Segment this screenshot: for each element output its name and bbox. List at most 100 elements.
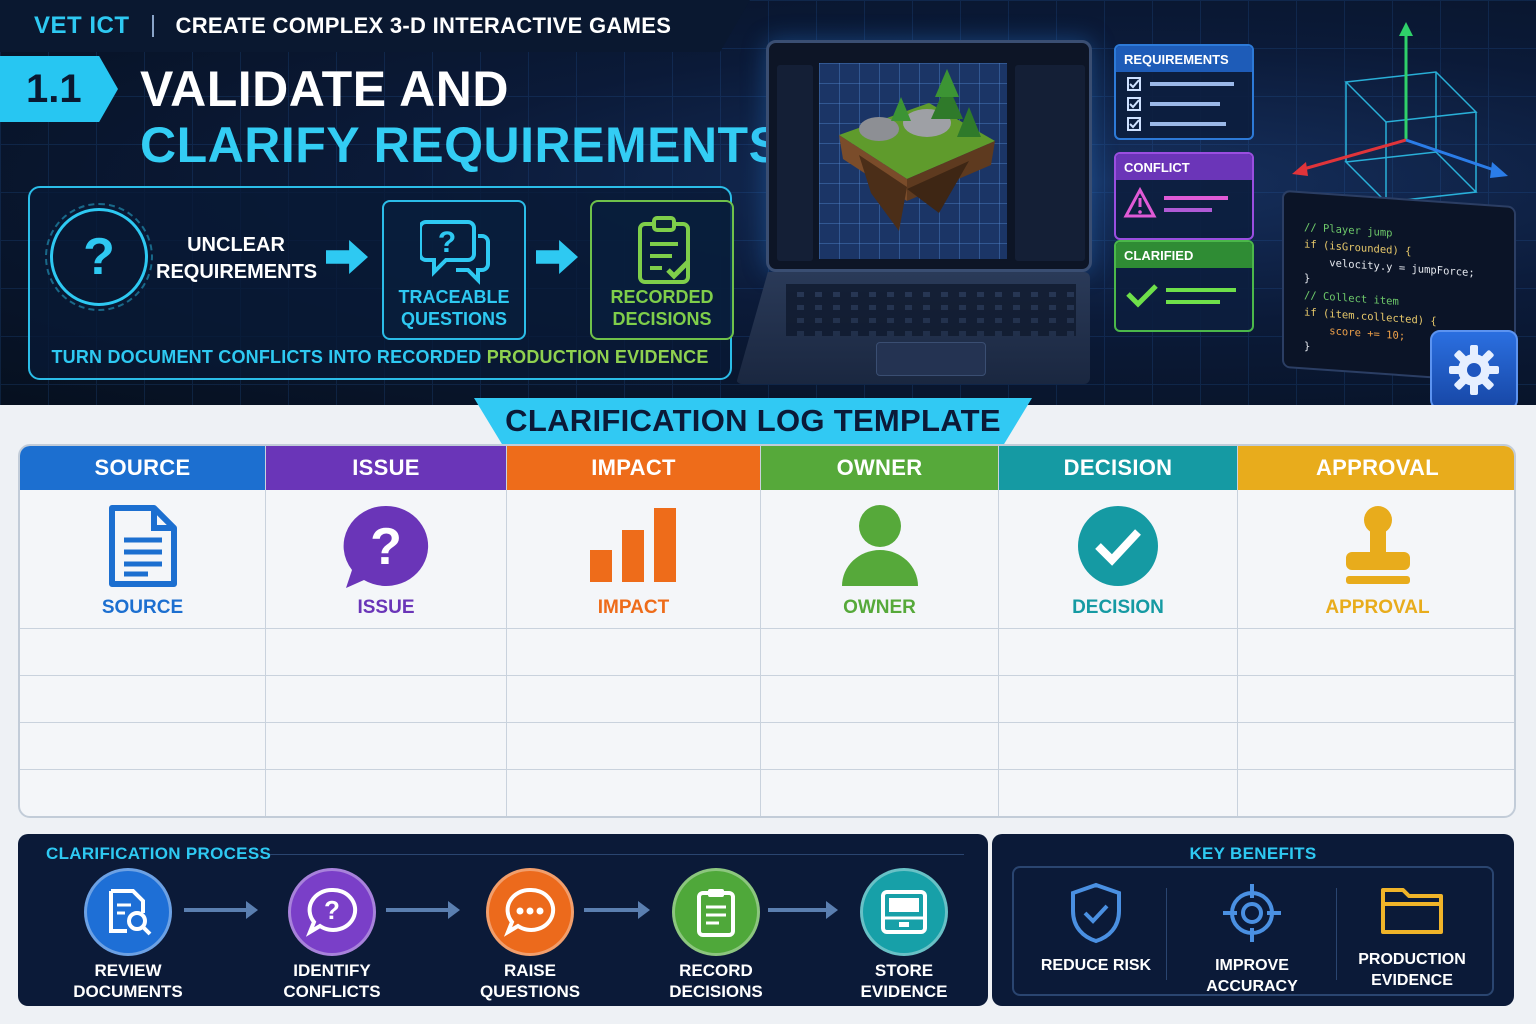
step-label-line1: STORE: [874, 961, 934, 980]
log-column-source: SOURCE SOURCE: [20, 446, 266, 816]
course-title: CREATE COMPLEX 3-D INTERACTIVE GAMES: [175, 13, 672, 38]
benefit-improve-accuracy: IMPROVE ACCURACY: [1172, 882, 1332, 997]
requirements-flow-panel: ? UNCLEAR REQUIREMENTS ? TRACEABLE QUEST…: [28, 186, 734, 380]
chat-bubble-icon: [486, 868, 574, 956]
hero-banner: VET ICT CREATE COMPLEX 3-D INTERACTIVE G…: [0, 0, 1536, 405]
step-label: REVIEW DOCUMENTS: [38, 960, 218, 1002]
process-arrow-icon: [386, 901, 460, 919]
unclear-label-line1: UNCLEAR: [187, 234, 285, 256]
benefit-label: PRODUCTION EVIDENCE: [1332, 949, 1492, 991]
recorded-line1: RECORDED: [610, 287, 714, 307]
column-header: SOURCE: [20, 446, 265, 490]
laptop-keyboard: [736, 272, 1090, 384]
gear-icon: [1430, 330, 1518, 405]
column-caption: OWNER: [843, 597, 916, 618]
check-circle-icon: [999, 504, 1237, 592]
clarified-card-title: CLARIFIED: [1116, 242, 1252, 268]
unclear-question-icon: ?: [45, 203, 153, 311]
column-caption: IMPACT: [597, 597, 670, 618]
column-caption: APPROVAL: [1325, 597, 1430, 618]
unit-number-badge: 1.1: [0, 56, 118, 122]
recorded-line2: DECISIONS: [612, 309, 712, 329]
column-caption: ISSUE: [357, 597, 415, 618]
editor-left-panel: [777, 65, 813, 261]
requirements-card-title: REQUIREMENTS: [1116, 46, 1252, 72]
step-label-line1: REVIEW: [94, 961, 162, 980]
log-column-issue: ISSUE ? ISSUE: [266, 446, 507, 816]
process-arrow-icon: [584, 901, 650, 919]
traceable-line2: QUESTIONS: [400, 309, 507, 329]
requirements-card: REQUIREMENTS: [1114, 44, 1254, 140]
benefit-production-evidence: PRODUCTION EVIDENCE: [1332, 882, 1492, 991]
shield-check-icon: [1071, 882, 1121, 944]
page-title-line2: CLARIFY REQUIREMENTS: [140, 117, 783, 173]
benefit-label-line1: REDUCE RISK: [1040, 957, 1152, 974]
recorded-decisions-box: RECORDED DECISIONS: [590, 200, 734, 340]
warning-triangle-icon: [1123, 186, 1228, 218]
process-step-raise: RAISE QUESTIONS: [440, 868, 620, 1002]
step-label: RAISE QUESTIONS: [440, 960, 620, 1002]
column-header: OWNER: [761, 446, 998, 490]
benefits-box: REDUCE RISK IMPROVE ACCURACY PRODUCTION E…: [1012, 866, 1494, 996]
benefit-reduce-risk: REDUCE RISK: [1016, 882, 1176, 976]
step-label: IDENTIFY CONFLICTS: [242, 960, 422, 1002]
process-step-record: RECORD DECISIONS: [626, 868, 806, 1002]
code-line: score += 10;: [1304, 323, 1406, 343]
page-title-line1: VALIDATE AND: [140, 61, 509, 117]
log-column-decision: DECISION DECISION: [999, 446, 1238, 816]
question-bubble-icon: ?: [288, 868, 376, 956]
step-label-line1: RAISE: [504, 961, 556, 980]
step-label-line1: IDENTIFY: [293, 961, 371, 980]
traceable-questions-box: ? TRACEABLE QUESTIONS: [382, 200, 526, 340]
target-icon: [1223, 884, 1281, 942]
benefit-label-line2: EVIDENCE: [1371, 972, 1453, 989]
process-step-review: REVIEW DOCUMENTS: [38, 868, 218, 1002]
table-row: [20, 722, 1514, 723]
code-line: }: [1304, 272, 1311, 285]
checklist-icon: [1127, 77, 1234, 131]
column-header: DECISION: [999, 446, 1237, 490]
step-label-line2: DOCUMENTS: [73, 982, 183, 1001]
unclear-label-line2: REQUIREMENTS: [156, 261, 318, 283]
code-line: velocity.y = jumpForce;: [1304, 255, 1475, 280]
caption-prefix: TURN DOCUMENT CONFLICTS INTO RECORDED: [51, 347, 482, 367]
step-label-line2: QUESTIONS: [479, 982, 581, 1001]
step-label-line2: DECISIONS: [669, 982, 763, 1001]
floating-island-icon: [839, 69, 995, 231]
step-label: STORE EVIDENCE: [814, 960, 994, 1002]
process-step-identify: ? IDENTIFY CONFLICTS: [242, 868, 422, 1002]
process-step-store: STORE EVIDENCE: [814, 868, 994, 1002]
laptop-screen: [766, 40, 1092, 272]
benefit-divider: [1336, 888, 1337, 980]
checkmark-icon: [1126, 284, 1236, 308]
column-header: APPROVAL: [1238, 446, 1514, 490]
benefits-title: KEY BENEFITS: [1189, 844, 1317, 863]
flow-arrow-right-icon: [326, 240, 368, 274]
archive-icon: [860, 868, 948, 956]
table-row: [20, 675, 1514, 676]
log-template-title: CLARIFICATION LOG TEMPLATE: [474, 398, 1032, 444]
table-row: [20, 628, 1514, 629]
table-row: [20, 769, 1514, 770]
question-chat-icon: ?: [420, 220, 490, 285]
program-label: VET ICT: [34, 12, 130, 39]
editor-viewport: [819, 63, 1007, 259]
folder-icon: [1381, 888, 1443, 934]
svg-text:?: ?: [324, 895, 340, 925]
process-divider: [270, 854, 964, 855]
3d-axes-cube-icon: [1292, 22, 1508, 203]
traceable-questions-label: TRACEABLE QUESTIONS: [384, 286, 524, 330]
person-icon: [761, 504, 998, 592]
clarification-process-panel: CLARIFICATION PROCESS REVIEW DOCUMENTS ? …: [18, 834, 988, 1006]
log-column-approval: APPROVAL APPROVAL: [1238, 446, 1514, 816]
unclear-requirements-label: UNCLEAR REQUIREMENTS: [156, 232, 318, 286]
flow-caption: TURN DOCUMENT CONFLICTS INTO RECORDED PR…: [30, 347, 730, 368]
editor-right-panel: [1015, 65, 1085, 261]
benefit-label: REDUCE RISK: [1016, 955, 1176, 976]
conflict-card-title: CONFLICT: [1116, 154, 1252, 180]
bar-chart-icon: [507, 504, 760, 592]
stamp-icon: [1238, 504, 1514, 592]
laptop-game-editor-illustration: [736, 36, 1096, 386]
caption-highlight: PRODUCTION EVIDENCE: [486, 347, 709, 367]
conflict-card: CONFLICT: [1114, 152, 1254, 240]
